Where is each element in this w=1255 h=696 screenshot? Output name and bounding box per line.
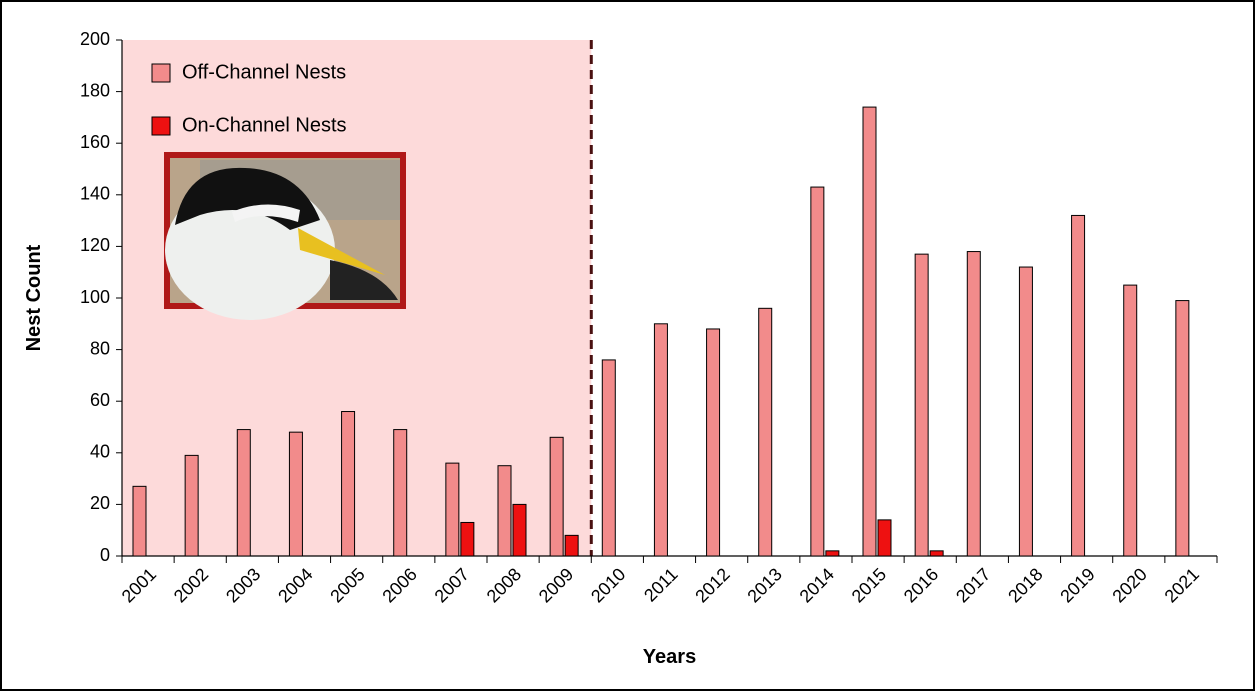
photo-inset [164, 152, 406, 320]
y-axis-label: Nest Count [23, 244, 45, 351]
bar [460, 521, 475, 557]
y-tick-label: 80 [90, 338, 110, 358]
bar [929, 550, 944, 557]
y-tick-label: 180 [80, 80, 110, 100]
bar [549, 436, 564, 557]
bar [877, 519, 892, 557]
bar [914, 253, 929, 557]
y-tick-label: 0 [100, 545, 110, 565]
bar [1123, 284, 1138, 557]
bar [758, 307, 773, 557]
bar [825, 550, 840, 557]
y-tick-label: 200 [80, 29, 110, 49]
y-tick-label: 160 [80, 132, 110, 152]
legend-swatch [151, 116, 171, 136]
y-tick-label: 60 [90, 390, 110, 410]
bar [966, 251, 981, 557]
y-tick-label: 20 [90, 493, 110, 513]
bar [1071, 214, 1086, 557]
legend-label: On-Channel Nests [182, 114, 347, 136]
bar [653, 323, 668, 557]
x-axis-label: Years [643, 646, 696, 668]
bar [288, 431, 303, 557]
bar [706, 328, 721, 557]
bar [1175, 300, 1190, 557]
y-tick-label: 100 [80, 287, 110, 307]
bar [862, 106, 877, 557]
legend: Off-Channel Nests On-Channel Nests [151, 61, 347, 136]
bar [236, 429, 251, 557]
y-tick-label: 120 [80, 235, 110, 255]
bar [497, 465, 512, 557]
bar [1018, 266, 1033, 557]
y-tick-label: 140 [80, 184, 110, 204]
bar [810, 186, 825, 557]
bar [445, 462, 460, 557]
bar [184, 454, 199, 557]
bar [393, 429, 408, 557]
bar [601, 359, 616, 557]
legend-swatch [151, 63, 171, 83]
bar [341, 411, 356, 557]
y-tick-label: 40 [90, 442, 110, 462]
bar [132, 485, 147, 557]
bar [564, 534, 579, 557]
legend-label: Off-Channel Nests [182, 61, 346, 83]
bar [512, 503, 527, 557]
